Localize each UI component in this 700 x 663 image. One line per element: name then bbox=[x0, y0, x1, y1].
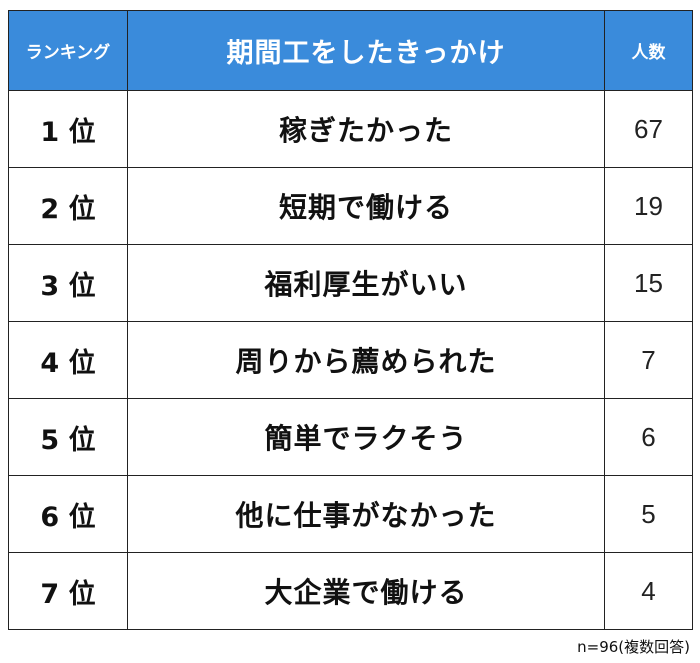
table-row: 6 位 他に仕事がなかった 5 bbox=[8, 475, 693, 553]
rank-cell: 1 位 bbox=[8, 90, 128, 168]
reason-cell: 短期で働ける bbox=[127, 167, 605, 245]
count-cell: 6 bbox=[604, 398, 693, 476]
rank-cell: 7 位 bbox=[8, 552, 128, 630]
rank-cell: 5 位 bbox=[8, 398, 128, 476]
table-row: 4 位 周りから薦められた 7 bbox=[8, 321, 693, 399]
rank-cell: 2 位 bbox=[8, 167, 128, 245]
reason-cell: 福利厚生がいい bbox=[127, 244, 605, 322]
reason-cell: 簡単でラクそう bbox=[127, 398, 605, 476]
header-rank: ランキング bbox=[8, 10, 128, 91]
reason-cell: 周りから薦められた bbox=[127, 321, 605, 399]
count-cell: 7 bbox=[604, 321, 693, 399]
count-cell: 5 bbox=[604, 475, 693, 553]
rank-cell: 4 位 bbox=[8, 321, 128, 399]
rank-cell: 6 位 bbox=[8, 475, 128, 553]
header-count: 人数 bbox=[604, 10, 693, 91]
sample-size-note: n=96(複数回答) bbox=[577, 638, 690, 656]
ranking-table: ランキング 期間工をしたきっかけ 人数 1 位 稼ぎたかった 67 2 位 短期… bbox=[8, 10, 693, 630]
count-cell: 15 bbox=[604, 244, 693, 322]
header-reason: 期間工をしたきっかけ bbox=[127, 10, 605, 91]
reason-cell: 稼ぎたかった bbox=[127, 90, 605, 168]
count-cell: 4 bbox=[604, 552, 693, 630]
table-header: ランキング 期間工をしたきっかけ 人数 bbox=[8, 10, 693, 91]
table-row: 7 位 大企業で働ける 4 bbox=[8, 552, 693, 630]
table-row: 5 位 簡単でラクそう 6 bbox=[8, 398, 693, 476]
reason-cell: 大企業で働ける bbox=[127, 552, 605, 630]
count-cell: 19 bbox=[604, 167, 693, 245]
reason-cell: 他に仕事がなかった bbox=[127, 475, 605, 553]
table-row: 1 位 稼ぎたかった 67 bbox=[8, 90, 693, 168]
table-row: 2 位 短期で働ける 19 bbox=[8, 167, 693, 245]
count-cell: 67 bbox=[604, 90, 693, 168]
rank-cell: 3 位 bbox=[8, 244, 128, 322]
table-body: 1 位 稼ぎたかった 67 2 位 短期で働ける 19 3 位 福利厚生がいい … bbox=[8, 90, 693, 630]
header-row: ランキング 期間工をしたきっかけ 人数 bbox=[8, 10, 693, 91]
table-row: 3 位 福利厚生がいい 15 bbox=[8, 244, 693, 322]
